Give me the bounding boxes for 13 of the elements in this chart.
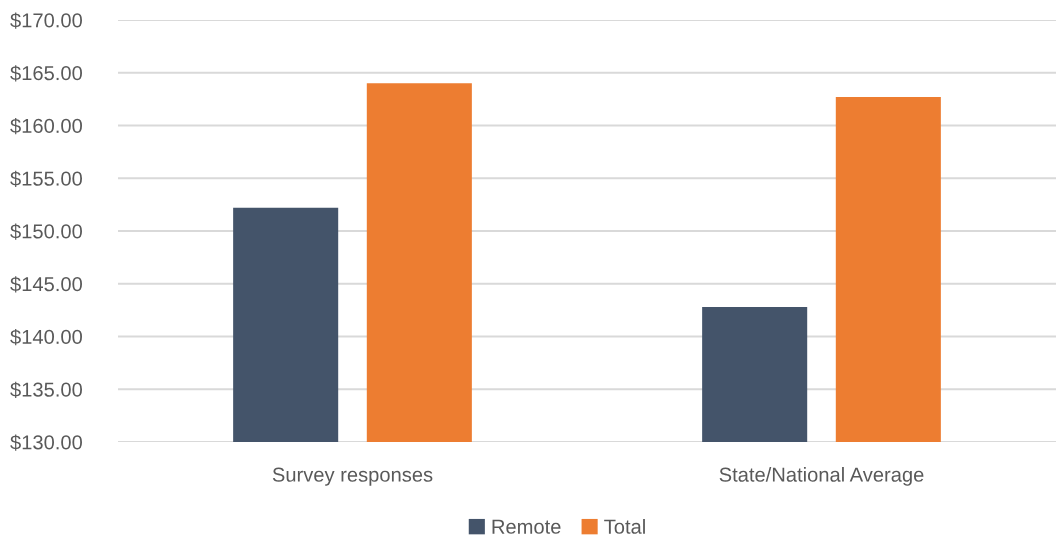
- y-tick-label: $155.00: [10, 170, 83, 187]
- x-tick-label: State/National Average: [719, 467, 924, 486]
- y-tick-label: $130.00: [10, 434, 83, 451]
- y-tick-label: $165.00: [10, 65, 83, 82]
- y-tick-label: $170.00: [10, 12, 83, 29]
- y-tick-label: $135.00: [10, 381, 83, 398]
- y-tick-label: $145.00: [10, 276, 83, 293]
- y-tick-label: $160.00: [10, 117, 83, 135]
- y-tick-label: $150.00: [10, 223, 83, 240]
- legend-label: Total: [604, 519, 645, 534]
- legend-label: Remote: [492, 519, 561, 534]
- x-tick-label: Survey responses: [272, 467, 433, 486]
- y-tick-label: $140.00: [10, 328, 83, 346]
